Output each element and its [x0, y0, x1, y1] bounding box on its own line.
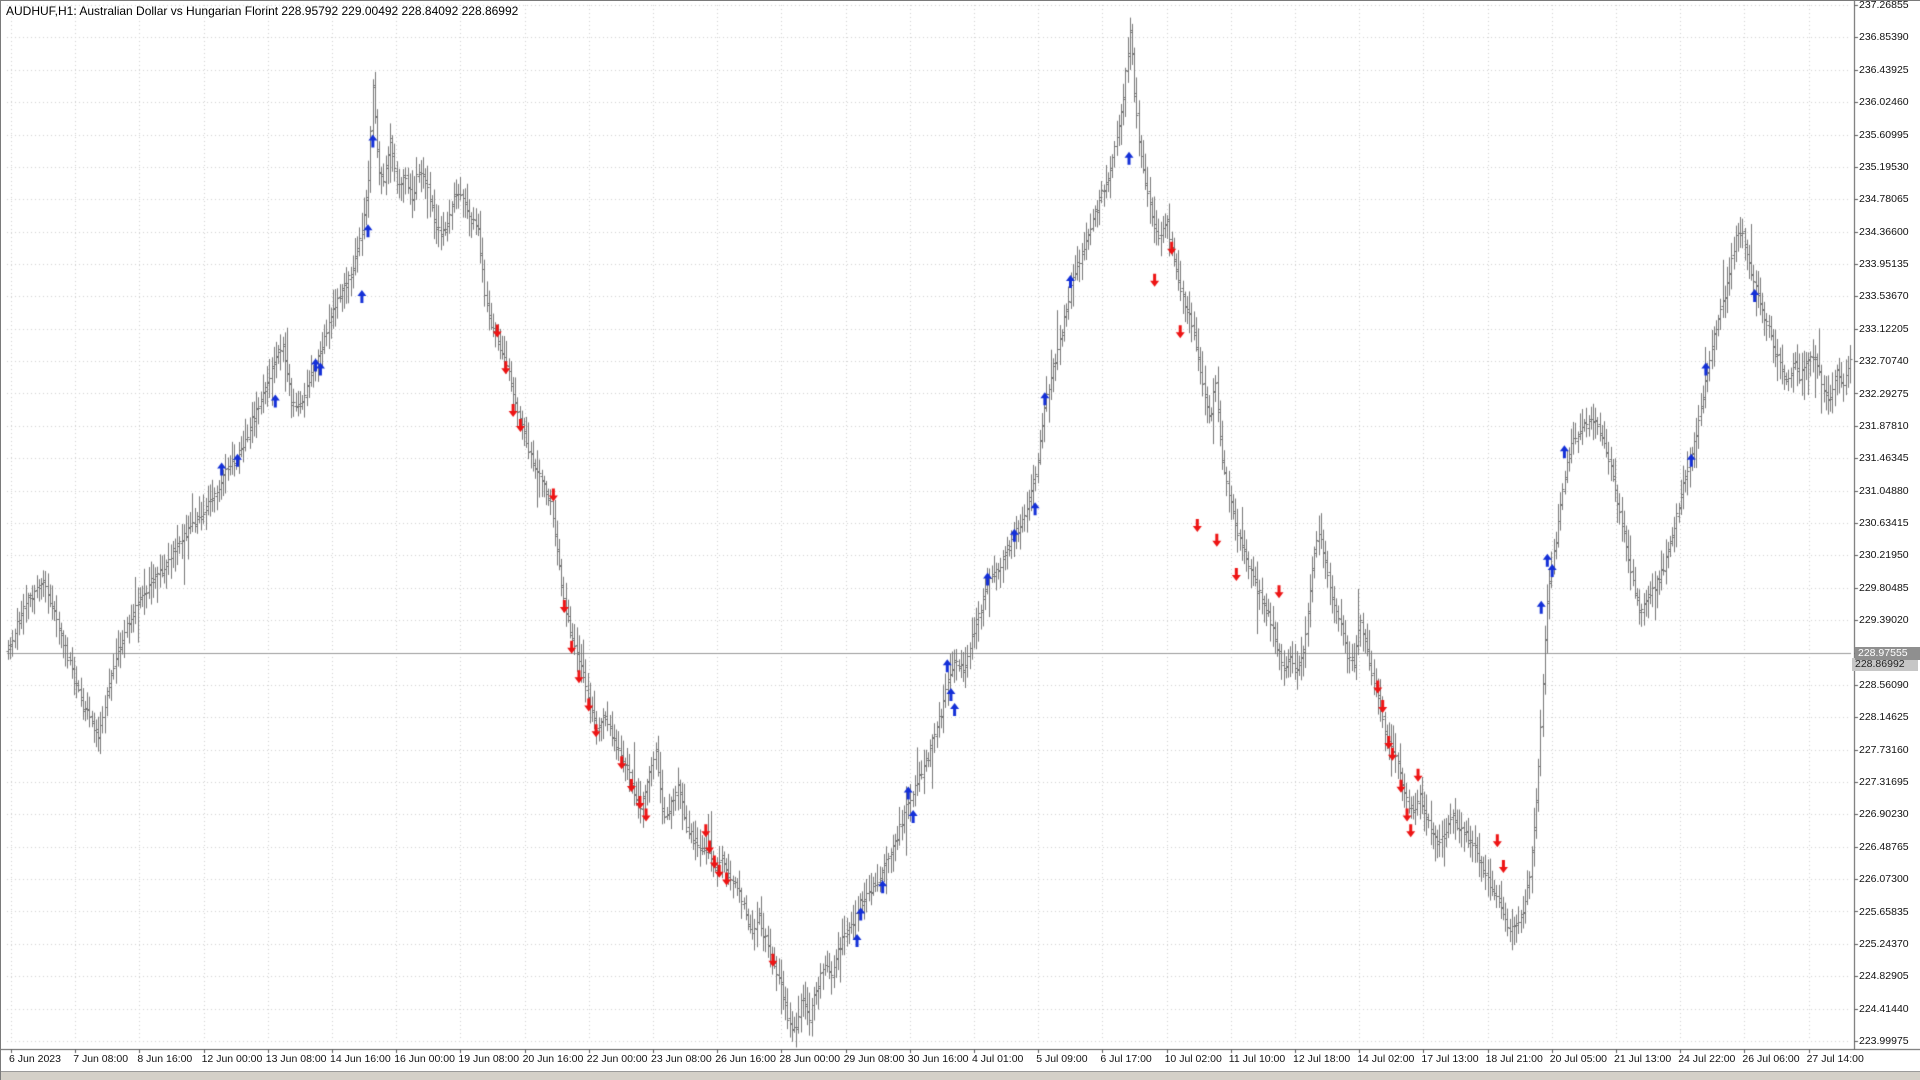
bottom-strip — [1, 1071, 1920, 1080]
time-axis-label: 29 Jun 08:00 — [843, 1053, 905, 1065]
time-axis-label: 14 Jul 02:00 — [1357, 1053, 1415, 1065]
price-axis-label: 224.82905 — [1859, 970, 1909, 983]
time-axis-label: 17 Jul 13:00 — [1421, 1053, 1479, 1065]
time-axis-label: 22 Jun 00:00 — [586, 1053, 648, 1065]
price-axis-label: 231.87810 — [1859, 419, 1909, 432]
price-line-tag: 228.97555 — [1855, 646, 1920, 660]
time-axis-label: 12 Jun 00:00 — [201, 1053, 263, 1065]
price-axis-label: 233.12205 — [1859, 322, 1909, 335]
price-axis-label: 234.36600 — [1859, 225, 1909, 238]
price-axis-label: 231.46345 — [1859, 452, 1909, 465]
price-axis-label: 233.53670 — [1859, 290, 1909, 303]
price-axis-label: 235.19530 — [1859, 160, 1909, 173]
time-axis-label: 27 Jul 14:00 — [1806, 1053, 1864, 1065]
time-axis-label: 21 Jul 13:00 — [1614, 1053, 1672, 1065]
bid-price-tag: 228.86992 — [1852, 657, 1918, 671]
price-axis-label: 233.95135 — [1859, 258, 1909, 270]
price-axis-label: 227.73160 — [1859, 743, 1909, 756]
price-axis-label: 236.43925 — [1859, 63, 1909, 76]
time-axis-label: 19 Jun 08:00 — [458, 1053, 520, 1065]
price-axis-label: 232.29275 — [1859, 387, 1909, 400]
time-axis-label: 18 Jul 21:00 — [1485, 1053, 1543, 1065]
time-axis-label: 26 Jun 16:00 — [715, 1053, 776, 1065]
time-axis-label: 16 Jun 00:00 — [394, 1053, 455, 1065]
price-axis-label: 230.63415 — [1859, 517, 1909, 529]
time-axis-label: 12 Jul 18:00 — [1293, 1053, 1351, 1065]
price-axis-label: 225.24370 — [1859, 937, 1909, 950]
time-axis-label: 26 Jul 06:00 — [1742, 1053, 1800, 1065]
time-axis-label: 5 Jul 09:00 — [1036, 1053, 1088, 1065]
price-axis-label: 223.99975 — [1859, 1035, 1909, 1047]
price-axis-label: 236.02460 — [1859, 96, 1909, 109]
price-axis-label: 237.26855 — [1859, 0, 1909, 11]
time-axis-label: 10 Jul 02:00 — [1164, 1053, 1222, 1065]
price-axis-label: 227.31695 — [1859, 776, 1909, 788]
time-axis-label: 23 Jun 08:00 — [651, 1053, 712, 1065]
price-axis-label: 224.41440 — [1859, 1002, 1909, 1015]
price-axis-label: 232.70740 — [1859, 355, 1909, 368]
price-axis-label: 234.78065 — [1859, 193, 1909, 206]
price-axis-label: 229.39020 — [1859, 614, 1909, 627]
time-axis-label: 6 Jul 17:00 — [1100, 1053, 1152, 1065]
price-axis-label: 226.07300 — [1859, 873, 1909, 886]
time-axis-label: 13 Jun 08:00 — [265, 1053, 327, 1065]
price-axis-label: 225.65835 — [1859, 905, 1909, 918]
price-axis-label: 228.14625 — [1859, 711, 1909, 724]
time-axis-label: 8 Jun 16:00 — [137, 1053, 193, 1065]
time-axis-label: 24 Jul 22:00 — [1678, 1053, 1736, 1065]
price-axis-label: 230.21950 — [1859, 549, 1909, 562]
price-axis-label: 236.85390 — [1859, 31, 1909, 44]
chart-title: AUDHUF,H1: Australian Dollar vs Hungaria… — [6, 4, 519, 18]
price-axis-label: 235.60995 — [1859, 128, 1909, 141]
price-axis-label: 229.80485 — [1859, 581, 1909, 594]
time-axis-label: 6 Jun 2023 — [9, 1053, 61, 1065]
time-axis-label: 20 Jun 16:00 — [522, 1053, 584, 1065]
price-axis-label: 226.90230 — [1859, 808, 1909, 821]
price-axis-label: 228.56090 — [1859, 678, 1909, 691]
time-axis-label: 20 Jul 05:00 — [1549, 1053, 1608, 1065]
time-axis-label: 7 Jun 08:00 — [73, 1053, 129, 1065]
time-axis-label: 28 Jun 00:00 — [779, 1053, 841, 1065]
price-axis-label: 231.04880 — [1859, 484, 1909, 497]
time-axis-label: 4 Jul 01:00 — [972, 1053, 1024, 1065]
price-axis-label: 226.48765 — [1859, 840, 1909, 853]
time-axis-label: 14 Jun 16:00 — [330, 1053, 391, 1065]
time-axis-label: 30 Jun 16:00 — [907, 1053, 969, 1065]
time-axis-label: 11 Jul 10:00 — [1228, 1053, 1286, 1065]
